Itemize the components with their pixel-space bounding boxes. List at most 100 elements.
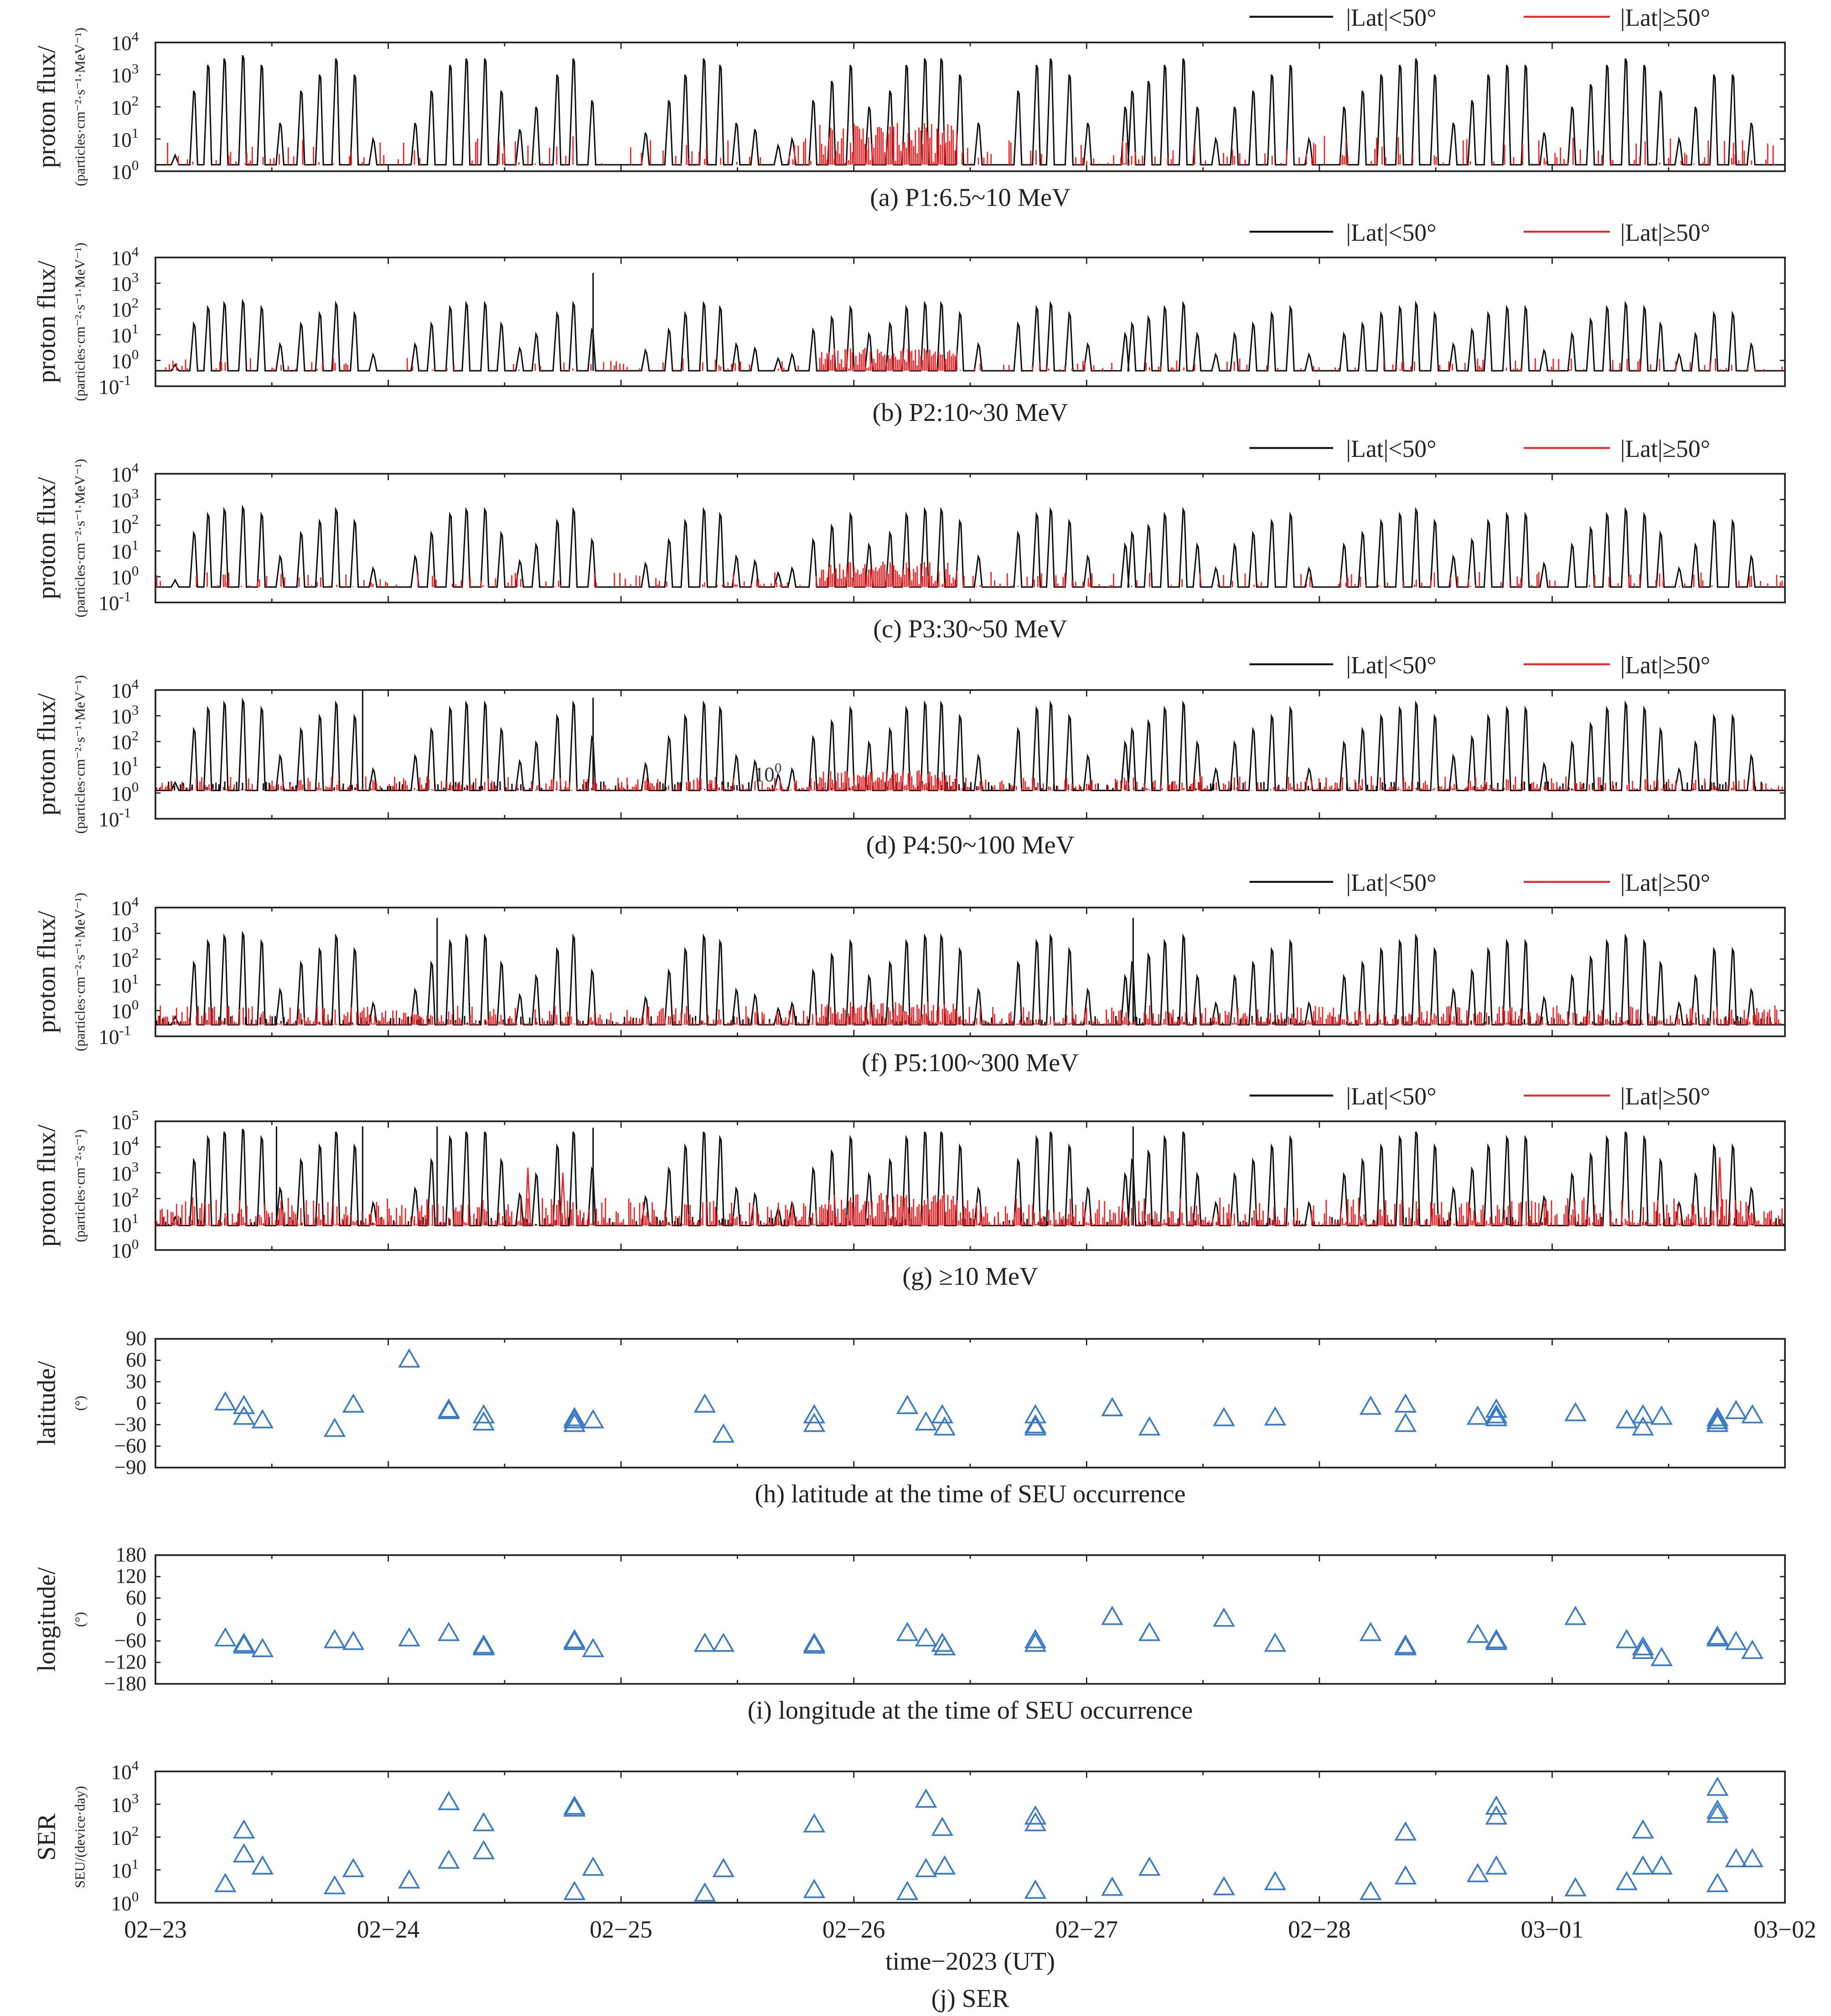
seu-marker [915, 1788, 937, 1808]
seu-marker [472, 1404, 495, 1424]
seu-marker [472, 1636, 495, 1656]
y-tick-label: −120 [104, 1651, 146, 1674]
flux-panel-f: |Lat|<50° |Lat|≥50° proton flux/ (particles… [33, 869, 1786, 1077]
seu-marker [1632, 1855, 1654, 1875]
seu-marker [1359, 1881, 1382, 1900]
seu-marker [1138, 1622, 1161, 1641]
seu-marker [472, 1634, 495, 1654]
seu-marker [1632, 1819, 1654, 1839]
y-axis-label: longitude/ [33, 1567, 61, 1672]
seu-marker [1024, 1416, 1047, 1436]
y-tick-label: 103 [111, 61, 139, 87]
seu-marker [582, 1856, 605, 1876]
seu-marker [915, 1411, 937, 1431]
seu-marker [1101, 1397, 1123, 1416]
seu-marker [233, 1819, 255, 1839]
high-lat-flux-series [156, 561, 1783, 587]
panel-caption: (d) P4:50~100 MeV [866, 831, 1074, 860]
y-tick-label: 100 [111, 563, 139, 589]
seu-marker [915, 1627, 937, 1647]
y-axis-label: proton flux/ [33, 260, 61, 383]
seu-marker [1725, 1848, 1748, 1867]
high-lat-flux-series [167, 123, 1776, 165]
seu-marker [693, 1632, 716, 1652]
y-tick-label: 103 [111, 269, 139, 295]
flux-panel-c: |Lat|<50° |Lat|≥50° proton flux/ (particles… [33, 435, 1786, 643]
y-tick-label: 101 [111, 1856, 139, 1882]
legend-label-low-lat: |Lat|<50° [1346, 219, 1436, 246]
seu-marker [1632, 1636, 1654, 1656]
y-tick-label: 102 [111, 945, 139, 971]
low-lat-flux-series [155, 917, 1785, 1026]
y-tick-label: 90 [126, 1327, 146, 1350]
high-lat-flux-series [158, 1001, 1781, 1025]
y-axis-label: latitude/ [33, 1361, 61, 1445]
high-lat-flux-series [165, 347, 1783, 371]
seu-marker [1706, 1410, 1729, 1429]
seu-marker [437, 1849, 460, 1869]
y-axis-label: proton flux/ [33, 911, 61, 1033]
seu-marker [214, 1391, 237, 1411]
seu-marker [1741, 1639, 1764, 1659]
high-lat-flux-series [156, 1157, 1783, 1226]
seu-marker [214, 1627, 237, 1647]
seu-marker [342, 1631, 365, 1650]
seu-marker [1024, 1879, 1047, 1899]
y-tick-label: −180 [104, 1672, 146, 1695]
seu-marker [1138, 1416, 1161, 1436]
seu-marker [1101, 1606, 1123, 1625]
seu-marker [1466, 1623, 1489, 1643]
low-lat-flux-series [155, 1126, 1785, 1227]
seu-marker [1615, 1871, 1638, 1891]
seu-marker [251, 1638, 274, 1658]
legend-label-high-lat: |Lat|≥50° [1620, 4, 1710, 31]
seu-marker [1264, 1406, 1287, 1426]
seu-marker [1706, 1776, 1729, 1796]
plot-frame [155, 1770, 1786, 1904]
y-tick-label: 10-1 [98, 588, 131, 615]
y-tick-label: 104 [111, 460, 139, 486]
seu-marker [1359, 1395, 1382, 1415]
legend-label-high-lat: |Lat|≥50° [1620, 219, 1710, 246]
y-tick-label: 60 [126, 1586, 146, 1609]
seu-marker [1632, 1416, 1654, 1436]
stray-annotation: 100 [754, 760, 782, 786]
seu-marker [563, 1631, 586, 1650]
panel-caption: (j) SER [931, 1985, 1009, 2013]
y-tick-label: 103 [111, 1790, 139, 1817]
legend-label-low-lat: |Lat|<50° [1346, 651, 1436, 679]
seu-marker [398, 1348, 420, 1368]
flux-panel-a: |Lat|<50° |Lat|≥50° proton flux/ (particles… [33, 4, 1786, 212]
seu-marker [323, 1417, 346, 1437]
low-lat-flux-series [155, 690, 1785, 791]
seu-marker [1024, 1414, 1047, 1434]
seu-marker [1394, 1634, 1417, 1654]
seu-marker [933, 1855, 956, 1875]
flux-panel-g: |Lat|<50° |Lat|≥50° proton flux/ (particles… [33, 1083, 1786, 1290]
seu-marker [712, 1632, 735, 1652]
seu-marker [437, 1399, 460, 1419]
y-tick-label: 102 [111, 727, 139, 754]
legend-label-high-lat: |Lat|≥50° [1620, 1083, 1710, 1110]
seu-marker [1485, 1629, 1508, 1648]
y-axis-unit: (°) [72, 1612, 88, 1627]
seu-marker [712, 1423, 735, 1443]
seu-marker [1024, 1629, 1047, 1648]
y-tick-label: 103 [111, 702, 139, 728]
y-tick-label: 100 [111, 1236, 139, 1262]
y-tick-label: 101 [111, 753, 139, 780]
seu-marker [563, 1797, 586, 1817]
y-tick-label: 102 [111, 295, 139, 321]
y-axis-unit: SEU/(device·day) [72, 1786, 88, 1888]
seu-marker [1394, 1865, 1417, 1885]
seu-marker [803, 1813, 826, 1833]
seu-marker [712, 1858, 735, 1877]
y-tick-label: 102 [111, 511, 139, 538]
seu-marker [896, 1394, 919, 1414]
seu-marker [1706, 1407, 1729, 1426]
seu-marker [1564, 1606, 1587, 1625]
legend-label-low-lat: |Lat|<50° [1346, 435, 1436, 462]
plot-frame [155, 41, 1786, 172]
